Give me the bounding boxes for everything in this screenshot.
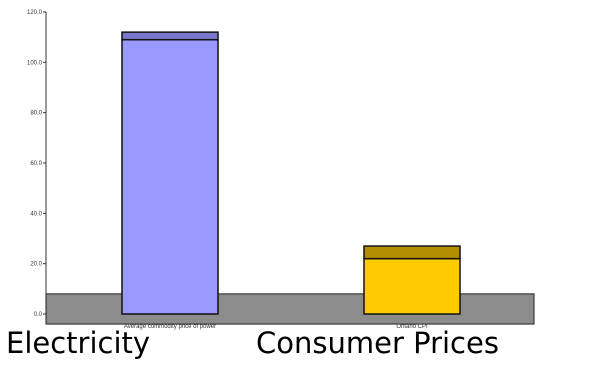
caption-electricity: Electricity (6, 326, 151, 360)
y-tick-label: 60.0 (30, 161, 42, 167)
category-label-1: Ontario CPI (396, 324, 428, 330)
bar-cap-1 (363, 245, 461, 260)
category-label-0: Average commodity price of power (124, 324, 216, 330)
y-tick-label: 0.0 (34, 312, 43, 318)
bar-1 (363, 257, 461, 315)
y-tick-label: 20.0 (30, 262, 42, 268)
baseline-band (45, 293, 535, 325)
bar-cap-0 (121, 31, 219, 41)
labels: 0.0 20.0 40.0 60.0 80.0 100.0 120.0 Average com… (27, 10, 428, 330)
band-layer (45, 293, 535, 325)
y-tick-label: 80.0 (30, 111, 42, 117)
y-tick-label: 120.0 (27, 10, 43, 16)
y-tick-label: 40.0 (30, 211, 42, 217)
bars (121, 31, 461, 315)
bar-0 (121, 38, 219, 315)
bar-chart: 0.0 20.0 40.0 60.0 80.0 100.0 120.0 Average com… (27, 10, 535, 330)
y-tick-label: 100.0 (27, 60, 43, 66)
axes (43, 11, 47, 315)
caption-consumer-prices: Consumer Prices (256, 326, 499, 360)
